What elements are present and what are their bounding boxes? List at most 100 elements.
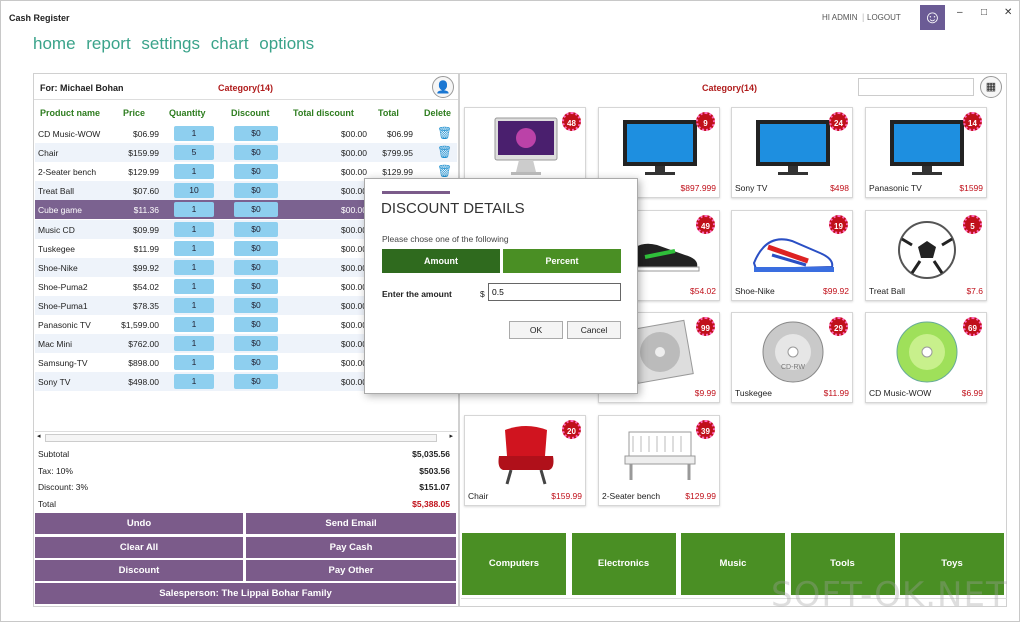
pay-other-button[interactable]: Pay Other — [246, 560, 456, 581]
col-product-name[interactable]: Product name — [40, 108, 101, 118]
category-button-toys[interactable]: Toys — [900, 533, 1004, 595]
discount-field[interactable]: $0 — [234, 317, 278, 332]
discount-field[interactable]: $0 — [234, 374, 278, 390]
nav-options[interactable]: options — [259, 34, 315, 53]
quantity-field[interactable]: 1 — [174, 355, 214, 371]
cancel-button[interactable]: Cancel — [567, 321, 621, 339]
qr-code-icon[interactable]: ▦ — [980, 76, 1002, 98]
col-price[interactable]: Price — [123, 108, 146, 118]
category-button-tools[interactable]: Tools — [790, 533, 895, 595]
discount-field[interactable]: $0 — [234, 278, 278, 294]
discount-field[interactable]: $0 — [234, 202, 278, 218]
product-card[interactable]: 20 Chair $159.99 — [464, 415, 586, 506]
undo-button[interactable]: Undo — [35, 513, 243, 534]
table-row[interactable]: Panasonic TV $1,599.00 1 $0 $00.00 — [35, 315, 457, 334]
col-discount[interactable]: Discount — [231, 108, 270, 118]
table-row[interactable]: Treat Ball $07.60 10 $0 $00.00 — [35, 181, 457, 201]
amount-tab[interactable]: Amount — [382, 249, 500, 273]
percent-tab[interactable]: Percent — [503, 249, 621, 273]
nav-chart[interactable]: chart — [210, 34, 249, 53]
table-row[interactable]: Shoe-Nike $99.92 1 $0 $00.00 — [35, 257, 457, 277]
table-row[interactable]: 2-Seater bench $129.99 1 $0 $00.00 $129.… — [35, 162, 457, 181]
table-row[interactable]: Samsung-TV $898.00 1 $0 $00.00 — [35, 353, 457, 372]
table-row[interactable]: Sony TV $498.00 1 $0 $00.00 — [35, 372, 457, 392]
maximize-button[interactable]: □ — [981, 7, 988, 18]
quantity-field[interactable]: 1 — [174, 202, 214, 218]
quantity-field[interactable]: 1 — [174, 278, 214, 294]
quantity-field[interactable]: 1 — [174, 374, 214, 390]
product-card[interactable]: CD-RW 29 Tuskegee $11.99 — [731, 312, 853, 403]
table-row[interactable]: Shoe-Puma1 $78.35 1 $0 $00.00 — [35, 295, 457, 315]
smiley-icon[interactable]: ☺ — [920, 5, 945, 30]
discount-field[interactable]: $0 — [234, 355, 278, 371]
product-card[interactable]: 39 2-Seater bench $129.99 — [598, 415, 720, 506]
quantity-field[interactable]: 1 — [174, 240, 214, 256]
row-total-discount: $00.00 — [341, 205, 367, 216]
table-row[interactable]: Music CD $09.99 1 $0 $00.00 — [35, 219, 457, 239]
product-scrollbar[interactable] — [461, 598, 1007, 607]
product-card[interactable]: 14 Panasonic TV $1599 — [865, 107, 987, 198]
nav-report[interactable]: report — [86, 34, 131, 53]
trash-icon[interactable]: 🗑 — [437, 145, 453, 160]
col-total-discount[interactable]: Total discount — [293, 108, 354, 118]
category-button-computers[interactable]: Computers — [462, 533, 566, 595]
table-row[interactable]: Tuskegee $11.99 1 $0 $00.00 — [35, 239, 457, 258]
logout-link[interactable]: LOGOUT — [867, 13, 901, 22]
product-card[interactable]: 5 Treat Ball $7.6 — [865, 210, 987, 301]
horizontal-scrollbar[interactable]: ◂ ▸ — [35, 431, 457, 443]
table-row[interactable]: Mac Mini $762.00 1 $0 $00.00 — [35, 334, 457, 354]
discount-field[interactable]: $0 — [234, 164, 278, 180]
quantity-field[interactable]: 1 — [174, 317, 214, 332]
discount-field[interactable]: $0 — [234, 183, 278, 199]
discount-field[interactable]: $0 — [234, 126, 278, 141]
minimize-button[interactable]: – — [957, 7, 963, 18]
table-row[interactable]: Chair $159.99 5 $0 $00.00 $799.95 🗑 — [35, 143, 457, 163]
col-total[interactable]: Total — [378, 108, 399, 118]
discount-field[interactable]: $0 — [234, 145, 278, 161]
discount-button[interactable]: Discount — [35, 560, 243, 581]
quantity-field[interactable]: 1 — [174, 336, 214, 352]
table-row[interactable]: CD Music-WOW $06.99 1 $0 $00.00 $06.99 🗑 — [35, 124, 457, 143]
product-card[interactable]: 24 Sony TV $498 — [731, 107, 853, 198]
product-search-input[interactable] — [858, 78, 974, 96]
close-button[interactable]: ✕ — [1004, 7, 1013, 18]
discount-field[interactable]: $0 — [234, 240, 278, 256]
discount-field[interactable]: $0 — [234, 297, 278, 313]
product-card[interactable]: 69 CD Music-WOW $6.99 — [865, 312, 987, 403]
table-row[interactable]: Cube game $11.36 1 $0 $00.00 — [35, 200, 457, 220]
discount-field[interactable]: $0 — [234, 336, 278, 352]
quantity-field[interactable]: 1 — [174, 259, 214, 275]
col-quantity[interactable]: Quantity — [169, 108, 206, 118]
trash-icon[interactable]: 🗑 — [437, 164, 453, 179]
salesperson-button[interactable]: Salesperson: The Lippai Bohar Family — [35, 583, 456, 604]
product-card[interactable]: 19 Shoe-Nike $99.92 — [731, 210, 853, 301]
nav-settings[interactable]: settings — [141, 34, 201, 53]
trash-icon[interactable]: 🗑 — [437, 126, 453, 140]
discount-field[interactable]: $0 — [234, 259, 278, 275]
col-delete[interactable]: Delete — [424, 108, 452, 118]
amount-input[interactable] — [488, 283, 621, 301]
scroll-left-icon[interactable]: ◂ — [37, 433, 41, 440]
discount-field[interactable]: $0 — [234, 221, 278, 237]
quantity-field[interactable]: 1 — [174, 164, 214, 180]
send-email-button[interactable]: Send Email — [246, 513, 456, 534]
category-button-electronics[interactable]: Electronics — [571, 533, 676, 595]
ok-button[interactable]: OK — [509, 321, 563, 339]
pay-cash-button[interactable]: Pay Cash — [246, 537, 456, 558]
tv-icon — [748, 114, 838, 180]
person-icon[interactable]: 👤 — [432, 76, 454, 98]
row-total-discount: $00.00 — [341, 262, 367, 273]
table-row[interactable]: Shoe-Puma2 $54.02 1 $0 $00.00 — [35, 277, 457, 296]
scroll-right-icon[interactable]: ▸ — [449, 433, 453, 440]
quantity-field[interactable]: 1 — [174, 126, 214, 141]
scroll-thumb[interactable] — [45, 434, 437, 442]
category-button-music[interactable]: Music — [681, 533, 785, 595]
discount-dialog: DISCOUNT DETAILS Please chose one of the… — [364, 178, 638, 394]
nav-home[interactable]: home — [33, 34, 76, 53]
quantity-field[interactable]: 5 — [174, 145, 214, 161]
quantity-field[interactable]: 1 — [174, 297, 214, 313]
product-card[interactable]: 99 $9.99 — [598, 312, 720, 403]
clear-all-button[interactable]: Clear All — [35, 537, 243, 558]
quantity-field[interactable]: 10 — [174, 183, 214, 199]
quantity-field[interactable]: 1 — [174, 221, 214, 237]
